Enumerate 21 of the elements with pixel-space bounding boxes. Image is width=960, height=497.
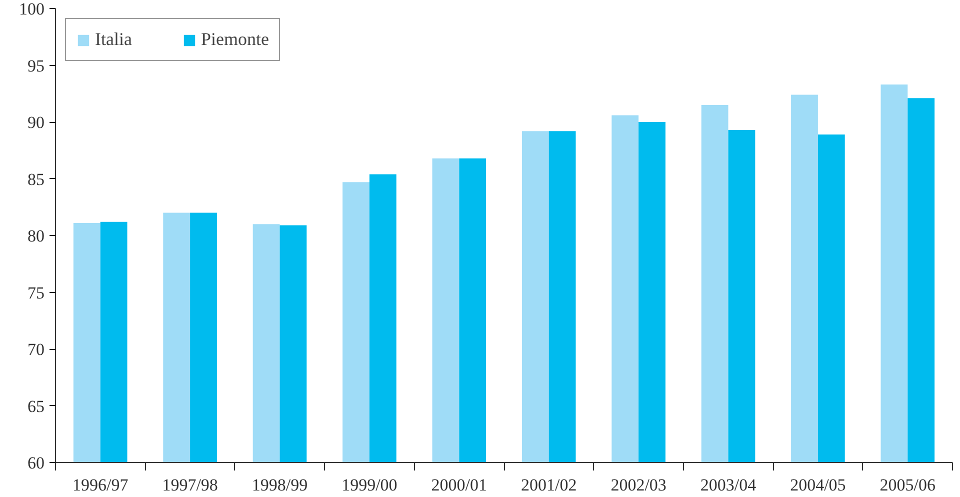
- legend-label: Italia: [95, 29, 132, 50]
- y-tick-label: 95: [28, 56, 44, 76]
- y-tick-label: 60: [28, 454, 44, 472]
- x-tick-label: 1996/97: [72, 476, 129, 494]
- y-tick-label: 70: [28, 340, 44, 359]
- y-tick-label: 100: [19, 0, 44, 18]
- legend-label: Piemonte: [200, 29, 269, 50]
- x-tick-label: 1997/98: [162, 476, 218, 494]
- y-tick-label: 85: [28, 170, 44, 189]
- y-tick-label: 65: [28, 396, 44, 416]
- x-tick-label: 1998/99: [252, 476, 308, 494]
- x-tick-label: 2000/01: [431, 476, 488, 494]
- x-tick-label: 2002/03: [610, 476, 666, 494]
- y-tick-label: 80: [28, 226, 44, 246]
- x-tick-label: 2005/06: [880, 476, 936, 494]
- y-tick-label: 90: [28, 113, 44, 132]
- x-tick-label: 1999/00: [342, 476, 398, 494]
- x-tick-label: 2003/04: [700, 476, 757, 494]
- x-tick-label: 2004/05: [790, 476, 846, 494]
- y-tick-label: 75: [28, 283, 44, 302]
- x-tick-label: 2001/02: [520, 476, 577, 494]
